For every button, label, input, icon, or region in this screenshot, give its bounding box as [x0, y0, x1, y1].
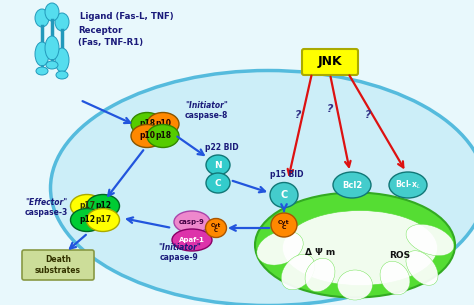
- Text: Receptor: Receptor: [78, 26, 122, 35]
- Ellipse shape: [147, 124, 179, 148]
- Ellipse shape: [283, 210, 438, 285]
- Text: caspase-3: caspase-3: [25, 208, 68, 217]
- Text: p18: p18: [155, 131, 171, 141]
- Ellipse shape: [86, 209, 119, 231]
- Text: N: N: [214, 160, 222, 170]
- Ellipse shape: [206, 155, 230, 175]
- Ellipse shape: [45, 36, 59, 60]
- FancyBboxPatch shape: [22, 250, 94, 280]
- Text: ?: ?: [295, 110, 301, 120]
- Ellipse shape: [71, 209, 103, 231]
- Ellipse shape: [270, 182, 298, 207]
- Ellipse shape: [46, 61, 58, 69]
- Text: p12: p12: [95, 202, 111, 210]
- Ellipse shape: [35, 42, 49, 66]
- Ellipse shape: [86, 195, 119, 217]
- Ellipse shape: [36, 67, 48, 75]
- Text: p12: p12: [79, 216, 95, 224]
- Ellipse shape: [71, 195, 103, 217]
- Ellipse shape: [55, 13, 69, 31]
- Text: Bcl-x$_L$: Bcl-x$_L$: [395, 179, 421, 191]
- Text: p17: p17: [95, 216, 111, 224]
- Text: "Initiator": "Initiator": [185, 101, 228, 110]
- Ellipse shape: [281, 254, 315, 290]
- Text: Bcl2: Bcl2: [342, 181, 362, 189]
- Ellipse shape: [406, 251, 438, 285]
- FancyBboxPatch shape: [302, 49, 358, 75]
- Ellipse shape: [305, 258, 335, 292]
- Ellipse shape: [55, 48, 69, 72]
- Text: JNK: JNK: [318, 56, 342, 69]
- Ellipse shape: [333, 172, 371, 198]
- Text: Δ Ψ m: Δ Ψ m: [305, 248, 335, 257]
- Text: caspase-8: caspase-8: [185, 111, 228, 120]
- Text: Cyt
C: Cyt C: [211, 223, 221, 233]
- Text: (Fas, TNF-R1): (Fas, TNF-R1): [78, 38, 143, 47]
- Ellipse shape: [147, 113, 179, 135]
- Text: Apaf-1: Apaf-1: [179, 237, 205, 243]
- Ellipse shape: [174, 211, 210, 233]
- Text: Cyt
C: Cyt C: [278, 220, 290, 230]
- Text: ROS: ROS: [390, 251, 410, 260]
- Text: p15 BID: p15 BID: [270, 170, 303, 179]
- Ellipse shape: [56, 71, 68, 79]
- Text: casp-9: casp-9: [179, 219, 205, 225]
- Text: p22 BID: p22 BID: [205, 143, 238, 152]
- Ellipse shape: [206, 173, 230, 193]
- Text: ?: ?: [327, 104, 333, 114]
- Text: C: C: [281, 190, 288, 200]
- Text: "Effector": "Effector": [25, 198, 67, 207]
- Ellipse shape: [380, 261, 410, 295]
- Text: capase-9: capase-9: [160, 253, 199, 262]
- Ellipse shape: [131, 124, 163, 148]
- Ellipse shape: [271, 213, 297, 237]
- Ellipse shape: [45, 3, 59, 21]
- Text: C: C: [215, 178, 221, 188]
- Ellipse shape: [131, 113, 163, 135]
- Ellipse shape: [406, 224, 454, 256]
- Ellipse shape: [35, 9, 49, 27]
- Ellipse shape: [172, 229, 212, 251]
- Text: Ligand (Fas-L, TNF): Ligand (Fas-L, TNF): [80, 12, 173, 21]
- Text: "Initiator": "Initiator": [158, 243, 201, 252]
- Ellipse shape: [206, 218, 227, 238]
- Text: p10: p10: [139, 131, 155, 141]
- Ellipse shape: [51, 70, 474, 305]
- Text: p18: p18: [139, 120, 155, 128]
- Text: p17: p17: [79, 202, 95, 210]
- Text: ?: ?: [365, 110, 371, 120]
- Ellipse shape: [389, 172, 427, 198]
- Text: Death
substrates: Death substrates: [35, 255, 81, 275]
- Ellipse shape: [257, 231, 303, 265]
- Ellipse shape: [337, 270, 373, 300]
- Text: p10: p10: [155, 120, 171, 128]
- Ellipse shape: [255, 192, 455, 297]
